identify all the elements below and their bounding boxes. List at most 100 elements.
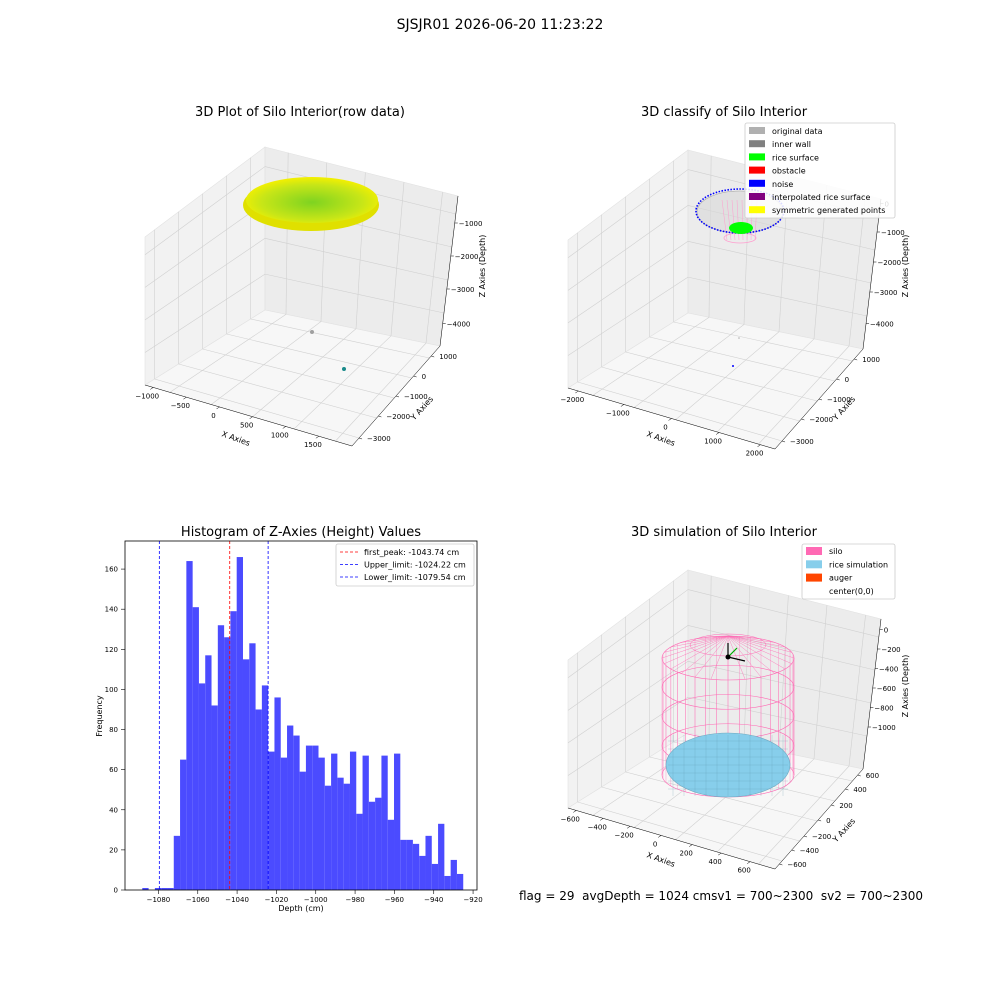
x-tick-label: −500 bbox=[171, 402, 190, 410]
x-tick bbox=[718, 852, 722, 856]
silo-roof-wire bbox=[710, 635, 729, 637]
histogram-bar bbox=[242, 659, 250, 890]
silo-model bbox=[661, 633, 795, 798]
grid-line bbox=[144, 202, 266, 288]
rice-surface bbox=[729, 222, 753, 234]
x-axis-label: X Axies bbox=[220, 429, 251, 448]
grid-line bbox=[264, 237, 448, 281]
silo-roof-wire bbox=[681, 635, 729, 674]
x-tick bbox=[249, 416, 253, 419]
histogram-bar bbox=[299, 771, 306, 890]
grid-line bbox=[567, 205, 689, 291]
grid-line bbox=[250, 318, 430, 359]
histogram-bar bbox=[305, 745, 313, 890]
histogram-bar bbox=[318, 757, 325, 890]
panel-title: Histogram of Z-Axies (Height) Values bbox=[181, 525, 421, 540]
legend-label: rice simulation bbox=[829, 560, 888, 569]
legend-swatch bbox=[806, 573, 822, 582]
y-tick-label: 1000 bbox=[439, 353, 457, 361]
grid-line bbox=[567, 625, 689, 711]
histogram-bar bbox=[456, 873, 464, 890]
legend-swatch bbox=[749, 140, 765, 148]
y-tick-label: 40 bbox=[109, 806, 118, 814]
grid-line bbox=[293, 335, 392, 430]
y-tick-label: 160 bbox=[105, 566, 118, 574]
histogram-bar bbox=[438, 823, 445, 890]
z-axis-line bbox=[439, 195, 459, 347]
grid-line bbox=[778, 595, 789, 752]
grid-line bbox=[758, 765, 850, 865]
y-tick-label: 0 bbox=[114, 887, 118, 895]
x-tick-label: −1080 bbox=[147, 896, 171, 904]
z-tick-label: 0 bbox=[884, 627, 888, 635]
legend-label: noise bbox=[772, 180, 793, 189]
legend-label: Lower_limit: -1079.54 cm bbox=[364, 573, 466, 582]
x-tick bbox=[600, 818, 604, 821]
y-axis-line bbox=[774, 768, 864, 870]
y-tick-label: −2000 bbox=[386, 413, 410, 421]
panel-raw-3d: 3D Plot of Silo Interior(row data) −1000… bbox=[135, 105, 487, 449]
y-tick-label: −3000 bbox=[367, 435, 391, 443]
grid-line bbox=[577, 801, 783, 862]
grid-line bbox=[390, 182, 405, 336]
grid-line bbox=[144, 273, 266, 353]
grid-line bbox=[252, 328, 357, 417]
y-tick bbox=[395, 395, 400, 398]
grid-line bbox=[708, 155, 712, 318]
rice-surface bbox=[246, 177, 378, 223]
y-tick-label: −1000 bbox=[827, 396, 851, 404]
x-tick-label: −1060 bbox=[186, 896, 210, 904]
grid-line bbox=[848, 195, 866, 347]
legend-swatch bbox=[749, 206, 765, 214]
grid-line bbox=[675, 331, 780, 420]
x-tick-label: 400 bbox=[708, 858, 721, 866]
histogram-bar bbox=[450, 859, 457, 890]
y-tick bbox=[854, 358, 858, 361]
grid-line bbox=[687, 625, 875, 671]
z-tick-label: −200 bbox=[881, 646, 900, 654]
histogram-bar bbox=[198, 683, 206, 890]
z-tick-label: −3000 bbox=[874, 289, 898, 297]
silo-roof-wire bbox=[664, 635, 729, 664]
sv2-value: sv2 = 700~2300 bbox=[820, 889, 924, 903]
x-tick-label: 600 bbox=[737, 867, 750, 875]
x-tick bbox=[216, 406, 220, 410]
grid-line bbox=[577, 381, 783, 442]
grid-line bbox=[743, 585, 751, 745]
x-tick-label: 2000 bbox=[746, 450, 764, 458]
grid-line bbox=[178, 363, 377, 419]
grid-line bbox=[202, 348, 395, 399]
histogram-bar bbox=[274, 697, 281, 890]
histogram-bar bbox=[387, 819, 395, 890]
grid-line bbox=[625, 351, 818, 402]
z-axis-label: Z Axies (Depth) bbox=[478, 235, 487, 298]
x-tick-label: −980 bbox=[345, 896, 364, 904]
y-tick-label: 0 bbox=[422, 373, 426, 381]
x-tick-label: −200 bbox=[614, 831, 633, 839]
histogram-bar bbox=[280, 757, 288, 890]
y-tick bbox=[845, 788, 849, 791]
grid-line bbox=[601, 366, 800, 422]
y-tick-label: 140 bbox=[105, 606, 118, 614]
z-tick-label: −400 bbox=[879, 666, 898, 674]
grid-line bbox=[687, 660, 871, 704]
histogram-bar bbox=[312, 745, 319, 890]
grid-line bbox=[567, 276, 689, 356]
legend-label: Upper_limit: -1024.22 cm bbox=[364, 561, 466, 570]
x-tick bbox=[575, 390, 579, 394]
x-tick bbox=[573, 810, 577, 813]
outlier-point bbox=[342, 367, 346, 371]
histogram-bar bbox=[261, 685, 269, 890]
silo-roof-wire bbox=[694, 635, 729, 640]
y-tick-label: −3000 bbox=[790, 438, 814, 446]
histogram-bar bbox=[173, 835, 181, 890]
symmetric-line bbox=[726, 199, 732, 241]
histogram-bar bbox=[180, 759, 187, 890]
histogram-bar bbox=[224, 637, 231, 890]
outlier-point bbox=[310, 330, 314, 334]
grid-line bbox=[154, 378, 360, 439]
y-tick bbox=[857, 774, 861, 777]
x-tick bbox=[757, 444, 761, 447]
y-tick-label: 400 bbox=[853, 786, 866, 794]
